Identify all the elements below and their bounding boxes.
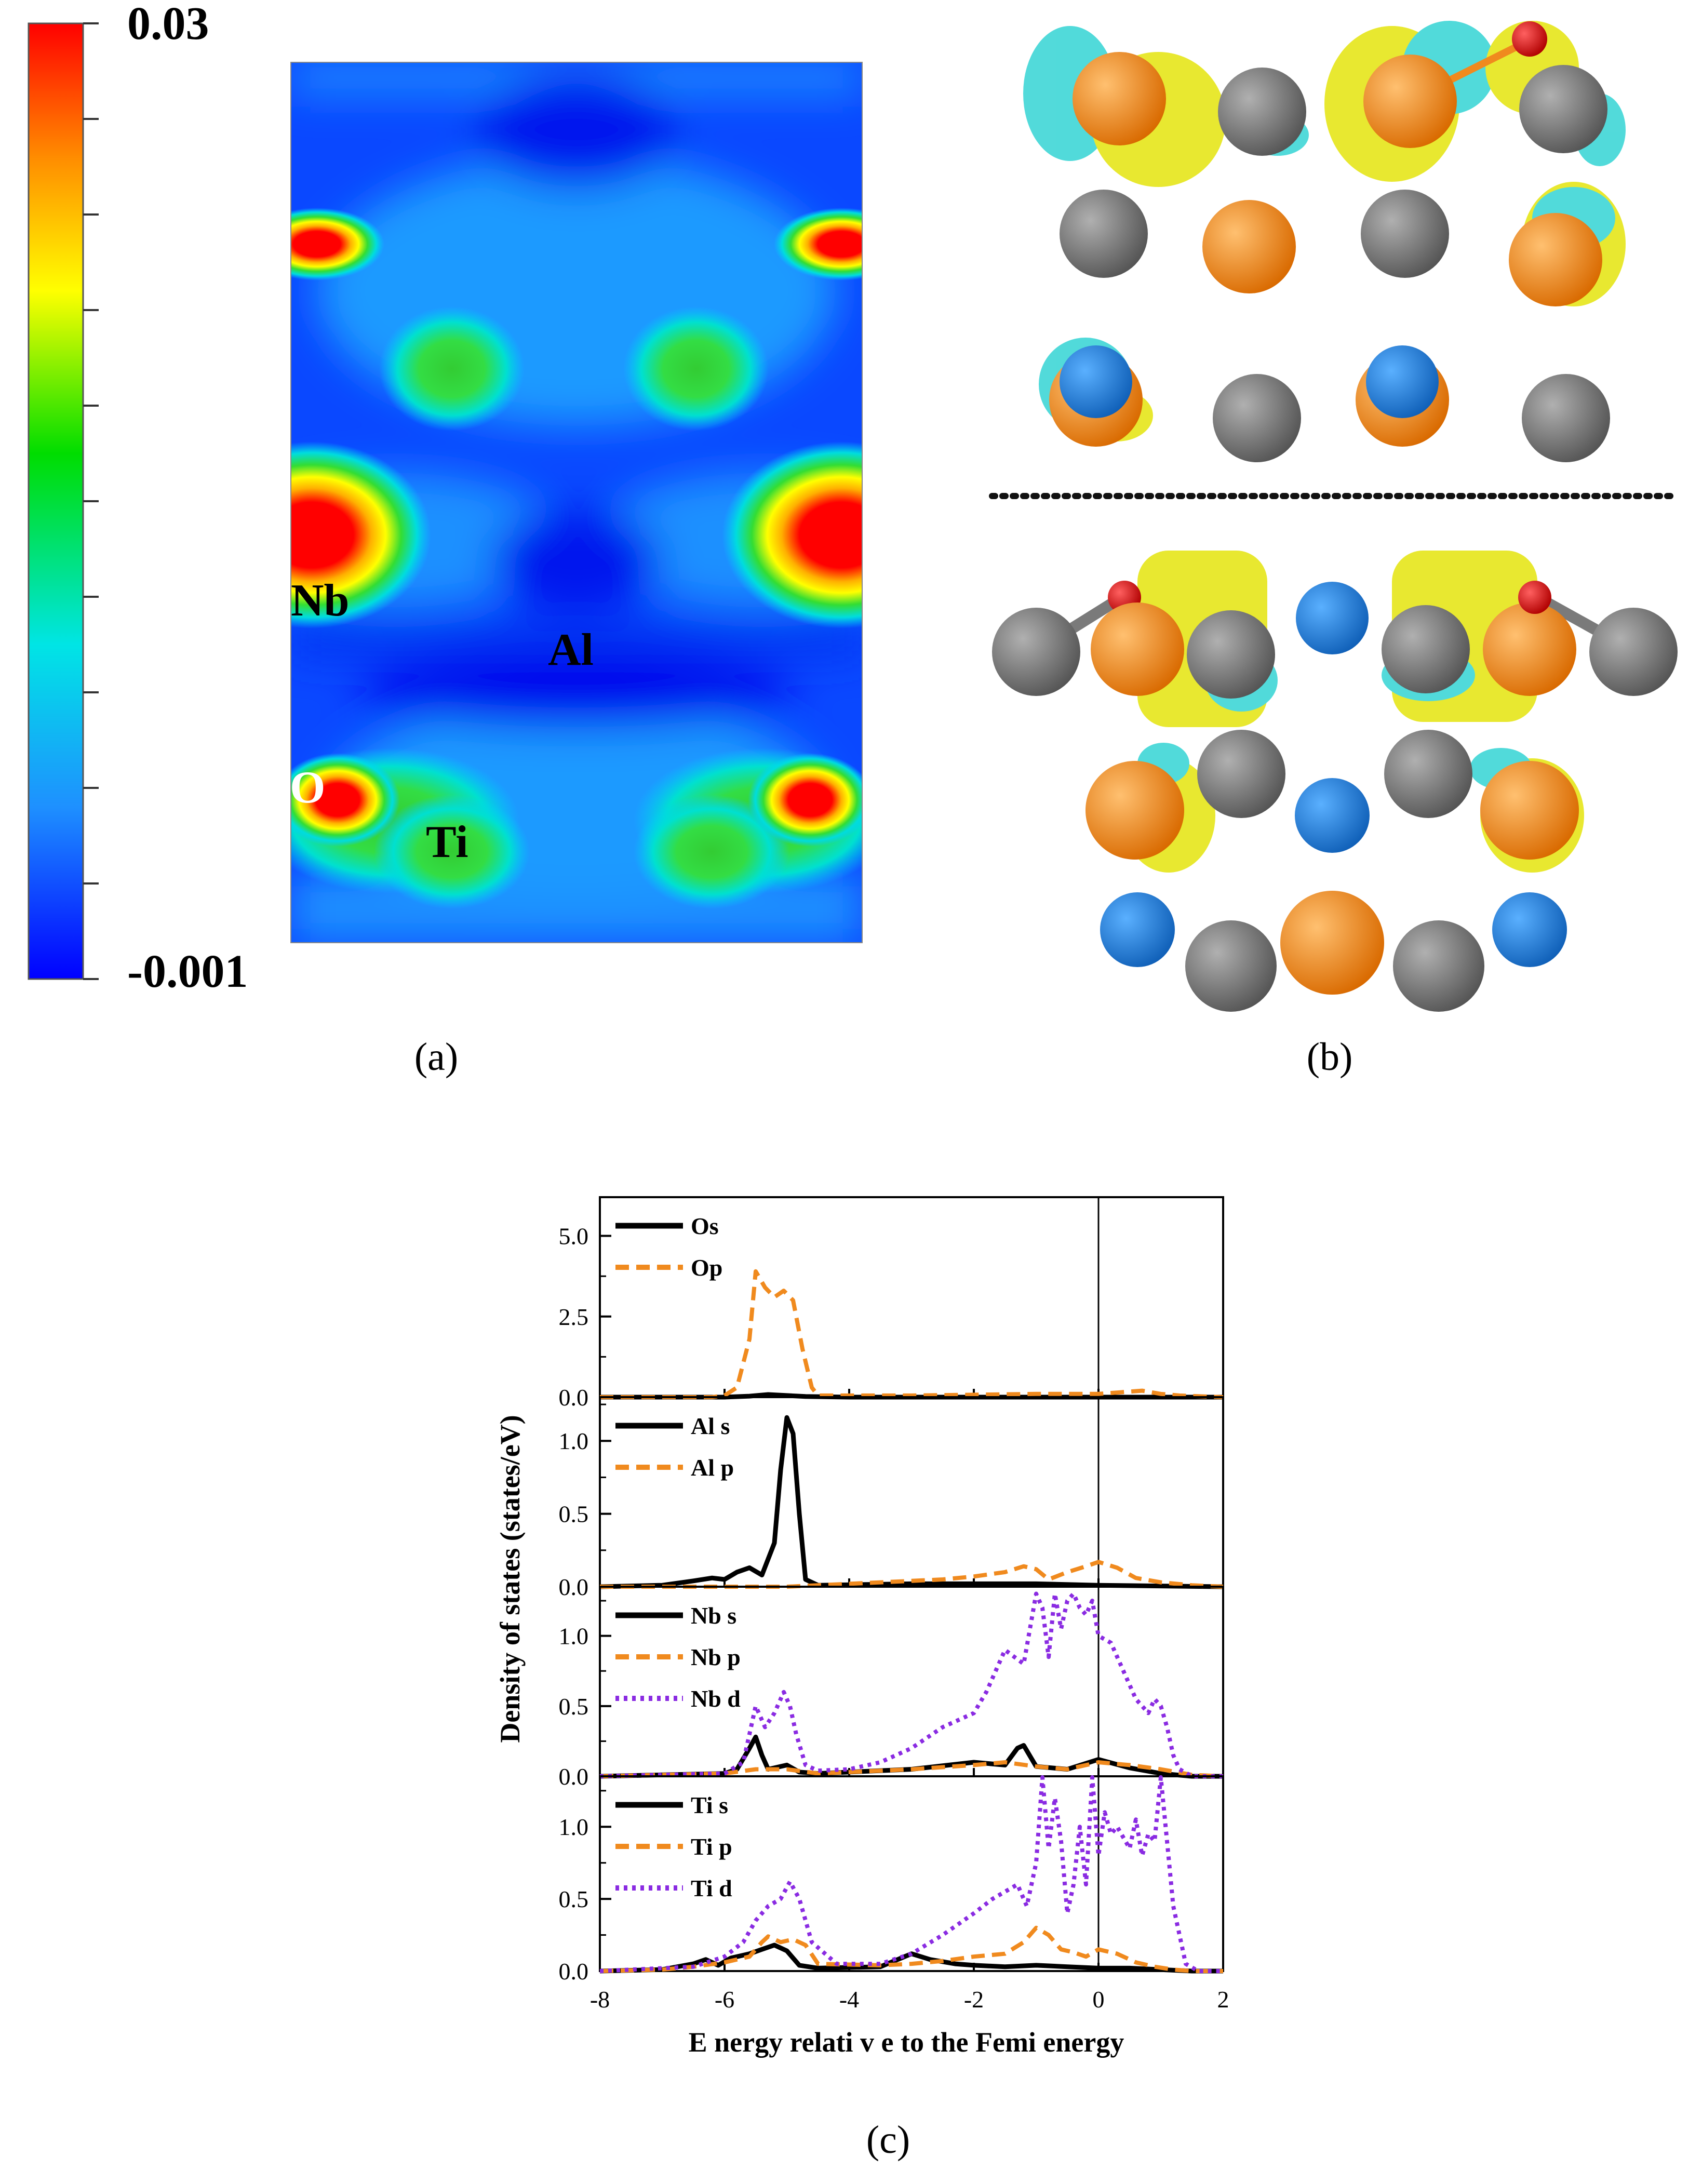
dos-ytick-label: 1.0 xyxy=(559,1814,589,1840)
atom-nb xyxy=(1280,891,1384,995)
dos-legend-label: Nb d xyxy=(691,1685,741,1712)
dos-xtick-label: 2 xyxy=(1217,1986,1229,2013)
dos-ytick-label: 0.5 xyxy=(559,1886,589,1912)
dos-series-line xyxy=(599,1415,1224,1589)
map-hotspot-nb-left xyxy=(291,441,431,628)
colorbar-gradient xyxy=(28,22,84,980)
dos-legend-label: Nb p xyxy=(691,1644,741,1670)
dos-subplot: 0.0 0.5 1.0 Ti s Ti p Ti d -8 -6 -4 -2 0 2 xyxy=(559,1775,1229,2013)
dos-legend-label: Al s xyxy=(691,1413,730,1439)
atom-nb xyxy=(1091,602,1184,696)
atom-ti xyxy=(1589,608,1678,696)
caption-a: (a) xyxy=(414,1035,458,1079)
dos-ytick-label: 1.0 xyxy=(559,1623,589,1650)
atom-ti xyxy=(1060,190,1148,278)
atom-al xyxy=(1366,345,1439,418)
atom-nb xyxy=(1085,761,1184,860)
atom-ti xyxy=(1393,920,1484,1012)
dos-chart: 0.0 2.5 5.0 Os Op 0.0 0.5 1.0 Al s Al p 0.0 0.5 1.0 N… xyxy=(494,1196,1229,2058)
dos-legend-label: Al p xyxy=(691,1454,734,1481)
atom-ti xyxy=(1519,65,1607,153)
colorbar-max-label: 0.03 xyxy=(127,0,209,49)
map-green-blob xyxy=(379,306,525,431)
atom-nb xyxy=(1073,52,1166,145)
dos-subplot: 0.0 0.5 1.0 Al s Al p xyxy=(559,1396,1224,1600)
dos-series-line xyxy=(600,1269,1224,1399)
atom-al xyxy=(1296,582,1369,654)
map-hotspot-nb-left-top xyxy=(291,208,384,280)
atom-ti xyxy=(1185,920,1277,1012)
atom-al xyxy=(1492,892,1567,967)
dos-subplot: 0.0 2.5 5.0 Os Op xyxy=(559,1196,1224,1411)
atomic-structure xyxy=(989,21,1678,1012)
atom-ti xyxy=(1384,730,1472,818)
atom-ti xyxy=(1197,730,1285,818)
charge-density-map: Nb Al O Ti xyxy=(290,62,863,943)
atom-nb xyxy=(1483,602,1576,696)
atom-ti xyxy=(1361,190,1449,278)
map-bond-ti-o-right xyxy=(634,748,862,909)
dos-ylabel: Density of states (states/eV) xyxy=(494,1415,526,1743)
dos-xtick-label: 0 xyxy=(1093,1986,1105,2013)
atom-o xyxy=(1512,21,1547,57)
map-hotspot-nb-right xyxy=(722,441,862,628)
dos-ytick-label: 0.0 xyxy=(559,1958,589,1985)
caption-b: (b) xyxy=(1307,1035,1353,1079)
atom-al xyxy=(1295,778,1370,853)
atom-ti xyxy=(1213,374,1301,462)
map-bond-ti-o-left xyxy=(291,748,530,909)
atom-al xyxy=(1100,892,1175,967)
colorbar-ticks xyxy=(83,22,99,980)
dos-ytick-label: 5.0 xyxy=(559,1223,589,1250)
dos-legend-label: Os xyxy=(691,1213,719,1239)
dos-legend-label: Op xyxy=(691,1254,722,1281)
dos-ytick-label: 0.0 xyxy=(559,1574,589,1600)
dos-series-line xyxy=(599,1760,1224,1778)
dos-series-line xyxy=(599,1591,1223,1778)
map-green-blob xyxy=(623,306,769,431)
dos-xtick-label: -8 xyxy=(590,1986,610,2013)
dos-ytick-label: 1.0 xyxy=(559,1428,589,1454)
atom-o xyxy=(1518,581,1551,614)
colorbar: 0.03 -0.001 xyxy=(28,0,248,997)
atom-nb xyxy=(1363,55,1457,148)
dos-subplot: 0.0 0.5 1.0 Nb s Nb p Nb d xyxy=(559,1586,1224,1790)
dos-xtick-label: -4 xyxy=(839,1986,859,2013)
dos-series-line xyxy=(600,1560,1224,1589)
dos-xtick-label: -2 xyxy=(964,1986,984,2013)
atom-ti xyxy=(992,608,1080,696)
dos-legend-label: Ti p xyxy=(691,1833,732,1860)
dos-legend-label: Ti d xyxy=(691,1875,732,1901)
atom-nb xyxy=(1480,761,1579,860)
colorbar-min-label: -0.001 xyxy=(127,946,248,997)
atom-nb xyxy=(1202,200,1296,293)
atom-label-o: O xyxy=(290,762,325,813)
dos-series-line xyxy=(599,1925,1223,1973)
atom-label-nb: Nb xyxy=(291,575,350,626)
atom-ti xyxy=(1218,68,1306,156)
atom-label-al: Al xyxy=(548,625,594,675)
dos-ytick-label: 2.5 xyxy=(559,1304,589,1330)
dos-ytick-label: 0.5 xyxy=(559,1501,589,1528)
dos-legend-label: Ti s xyxy=(691,1792,728,1818)
dos-ytick-label: 0.0 xyxy=(559,1384,589,1411)
dos-series-line xyxy=(599,1775,1223,1973)
dos-legend-label: Nb s xyxy=(691,1602,736,1629)
dos-subplot-frame xyxy=(599,1775,1224,1972)
caption-c: (c) xyxy=(866,2118,910,2162)
dos-xtick-label: -6 xyxy=(715,1986,734,2013)
atom-ti xyxy=(1522,374,1610,462)
atom-nb xyxy=(1509,213,1602,306)
atom-label-ti: Ti xyxy=(426,817,468,867)
dos-xlabel: E nergy relati v e to the Femi energy xyxy=(689,2027,1124,2058)
dos-ytick-label: 0.0 xyxy=(559,1763,589,1790)
map-hotspot-nb-right-top xyxy=(774,208,862,280)
atom-ti xyxy=(1382,605,1470,693)
atom-ti xyxy=(1187,610,1275,699)
atom-al xyxy=(1060,345,1132,418)
dos-ytick-label: 0.5 xyxy=(559,1693,589,1720)
